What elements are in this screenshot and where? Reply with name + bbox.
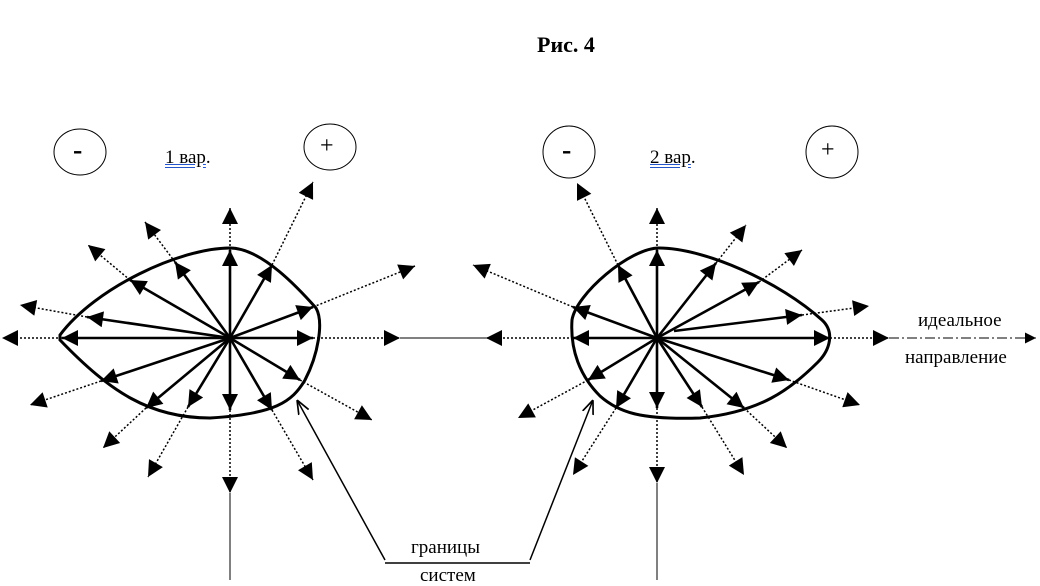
ideal-direction-line2: направление <box>905 347 1007 368</box>
v2-actual-arrow-12 <box>656 280 760 340</box>
minus-circle-2 <box>542 125 596 179</box>
v2-actual-arrow-5 <box>614 337 659 409</box>
plus-circle-1 <box>303 123 357 171</box>
variant-1-label: 1 вар. <box>165 147 211 169</box>
v2-actual-arrow-13 <box>655 262 718 339</box>
v1-actual-arrow-8 <box>145 337 231 409</box>
v2-potential-arrow-13 <box>715 224 747 264</box>
variant-1-text: 1 вар <box>165 147 206 168</box>
v1-potential-arrow-12 <box>87 244 131 281</box>
v1-actual-arrow-2 <box>229 305 314 340</box>
v2-actual-arrow-2 <box>572 305 658 340</box>
v2-potential-arrow-1 <box>576 182 619 266</box>
v1-actual-arrow-4 <box>229 336 301 382</box>
v2-potential-arrow-4 <box>517 379 589 419</box>
v1-potential-arrow-2 <box>312 264 416 308</box>
v2-actual-arrow-1 <box>616 264 659 339</box>
v1-actual-arrow-11 <box>86 311 231 340</box>
v1-potential-arrow-5 <box>271 409 314 481</box>
v1-actual-arrow-5 <box>228 337 274 411</box>
variant-2-diagram <box>472 182 889 483</box>
v1-actual-arrow-12 <box>129 278 231 340</box>
boundaries-line1: границы <box>411 537 480 558</box>
plus-sign-1: + <box>320 133 334 159</box>
v1-potential-arrow-7 <box>147 406 189 478</box>
v2-actual-arrow-9 <box>656 336 790 383</box>
v2-actual-arrow-4 <box>587 336 658 382</box>
v2-actual-arrow-7 <box>655 337 704 408</box>
system-boundary-2 <box>570 246 832 420</box>
minus-sign-2: - <box>562 135 572 166</box>
plus-sign-2: + <box>821 137 835 163</box>
ideal-direction-line1: идеальное <box>918 310 1002 331</box>
v2-potential-arrow-8 <box>743 407 788 449</box>
v1-potential-arrow-13 <box>144 221 176 263</box>
boundary-pointer-1 <box>297 400 386 561</box>
v2-potential-arrow-2 <box>472 263 574 308</box>
v1-potential-arrow-11 <box>19 299 88 318</box>
v2-actual-arrow-11 <box>673 309 803 333</box>
variant-2-suffix: . <box>690 147 696 168</box>
v2-potential-arrow-9 <box>788 379 861 408</box>
v1-potential-arrow-4 <box>299 379 373 421</box>
v1-potential-arrow-1 <box>271 181 314 266</box>
v2-potential-arrow-11 <box>801 300 870 317</box>
v1-potential-arrow-8 <box>102 407 147 449</box>
v1-actual-arrow-9 <box>100 336 231 384</box>
boundary-pointer-2 <box>529 400 593 561</box>
v2-actual-arrow-8 <box>656 336 745 410</box>
variant-2-text: 2 вар <box>650 147 691 168</box>
minus-sign-1: - <box>73 135 83 166</box>
boundaries-line2: систем <box>420 565 476 586</box>
system-boundary-1 <box>58 246 322 420</box>
plus-circle-2 <box>805 125 859 179</box>
variant-2-label: 2 вар. <box>650 147 696 169</box>
minus-circle-1 <box>53 128 107 176</box>
v1-actual-arrow-1 <box>228 264 274 339</box>
v2-potential-arrow-12 <box>758 249 803 283</box>
figure-title: Рис. 4 <box>537 32 595 57</box>
v1-actual-arrow-7 <box>186 337 232 408</box>
v1-actual-arrow-13 <box>173 261 232 339</box>
v1-potential-arrow-9 <box>29 380 102 408</box>
variant-1-diagram <box>2 181 416 493</box>
variant-1-suffix: . <box>205 147 211 168</box>
v2-potential-arrow-5 <box>572 407 617 476</box>
